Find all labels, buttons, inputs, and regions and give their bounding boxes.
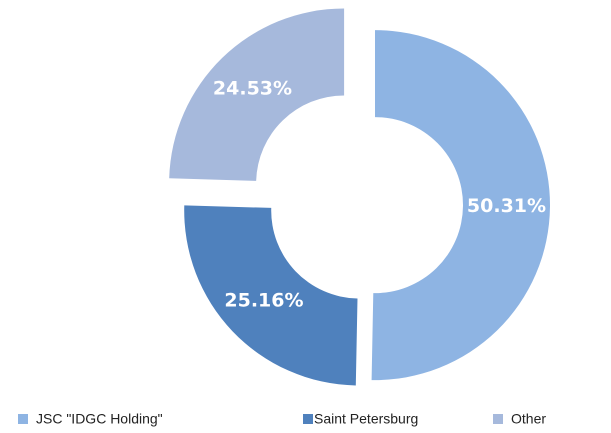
legend-swatch [493,414,503,424]
slice [169,8,345,181]
legend-label: Saint Petersburg [314,411,418,427]
legend-swatch [18,414,28,424]
data-label: 24.53% [213,78,292,100]
legend-label: Other [511,411,546,427]
data-label: 25.16% [224,290,303,312]
legend-swatch [303,414,313,424]
slice [371,30,550,381]
slice [184,205,358,386]
data-label: 50.31% [467,195,546,217]
legend-label: JSC "IDGC Holding" [36,411,163,427]
